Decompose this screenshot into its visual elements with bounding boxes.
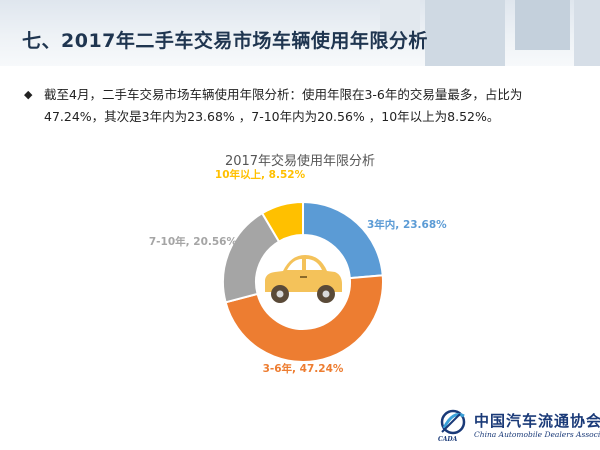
chart-title: 2017年交易使用年限分析	[224, 154, 376, 169]
slice-data-label: 3-6年, 47.24%	[263, 362, 344, 375]
header-decoration	[515, 0, 570, 50]
logo-english-name: China Automobile Dealers Association	[474, 430, 600, 439]
slice-data-label: 7-10年, 20.56%	[149, 235, 238, 248]
donut-slice	[260, 200, 304, 243]
header-decoration	[380, 0, 420, 38]
logo-chinese-name: 中国汽车流通协会	[474, 412, 600, 430]
header-banner	[0, 0, 600, 66]
slice-data-label: 3年内, 23.68%	[367, 218, 447, 231]
diamond-bullet-icon: ◆	[24, 88, 33, 101]
donut-slice	[224, 274, 384, 363]
cada-emblem-icon	[440, 409, 466, 435]
logo-abbreviation: CADA	[438, 436, 458, 443]
bullet-text-line: 截至4月，二手车交易市场车辆使用年限分析：使用年限在3-6年的交易量最多，占比为	[44, 87, 523, 102]
slice-data-label: 10年以上, 8.52%	[215, 168, 306, 181]
cada-logo: 中国汽车流通协会 China Automobile Dealers Associ…	[438, 406, 600, 446]
bullet-paragraph: ◆ 截至4月，二手车交易市场车辆使用年限分析：使用年限在3-6年的交易量最多，占…	[24, 84, 584, 128]
header-decoration	[574, 0, 600, 66]
bullet-text-line: 47.24%，其次是3年内为23.68% ，7-10年内为20.56% ，10年…	[44, 109, 500, 124]
header-decoration	[425, 0, 505, 66]
car-icon	[265, 255, 342, 303]
slide-title: 七、2017年二手车交易市场车辆使用年限分析	[22, 30, 428, 52]
